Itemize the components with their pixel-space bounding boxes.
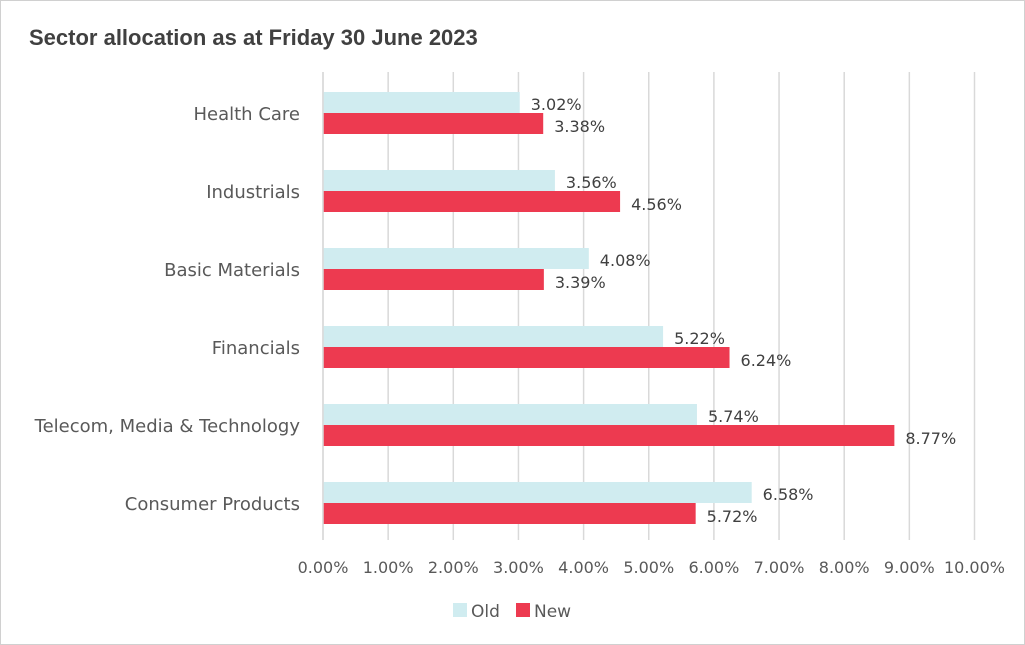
data-label-old: 4.08% <box>600 251 651 270</box>
category-label: Financials <box>212 338 300 359</box>
bar-new <box>323 191 621 212</box>
data-label-old: 5.74% <box>708 407 759 426</box>
x-tick-label: 2.00% <box>428 558 479 577</box>
data-label-old: 3.02% <box>531 95 582 114</box>
category-label: Industrials <box>206 182 300 203</box>
x-tick-label: 7.00% <box>754 558 805 577</box>
category-label: Health Care <box>193 104 300 125</box>
x-tick-label: 3.00% <box>493 558 544 577</box>
data-label-old: 6.58% <box>763 485 814 504</box>
legend-label-new: New <box>534 602 571 622</box>
gridlines <box>322 72 976 540</box>
legend: Old New <box>453 602 571 622</box>
category-label: Telecom, Media & Technology <box>34 416 301 437</box>
bar-old <box>323 404 697 425</box>
data-label-new: 5.72% <box>707 507 758 526</box>
legend-swatch-old <box>453 603 467 617</box>
data-label-new: 4.56% <box>631 195 682 214</box>
bar-old <box>323 326 664 347</box>
bar-old <box>323 92 520 113</box>
legend-swatch-new <box>516 603 530 617</box>
x-tick-label: 4.00% <box>558 558 609 577</box>
x-tick-label: 0.00% <box>298 558 349 577</box>
chart-title: Sector allocation as at Friday 30 June 2… <box>29 25 478 50</box>
data-label-new: 6.24% <box>741 351 792 370</box>
x-tick-label: 10.00% <box>944 558 1005 577</box>
bar-old <box>323 248 589 269</box>
x-tick-label: 8.00% <box>819 558 870 577</box>
category-label: Consumer Products <box>125 494 300 515</box>
data-label-new: 3.38% <box>554 117 605 136</box>
x-axis-ticks: 0.00% 1.00% 2.00% 3.00% 4.00% 5.00% 6.00% 7.00%… <box>298 558 1005 577</box>
category-label: Basic Materials <box>164 260 300 281</box>
data-label-old: 3.56% <box>566 173 617 192</box>
bar-new <box>323 503 696 524</box>
x-tick-label: 6.00% <box>688 558 739 577</box>
data-label-old: 5.22% <box>674 329 725 348</box>
data-label-new: 8.77% <box>905 429 956 448</box>
bar-old <box>323 482 752 503</box>
bar-old <box>323 170 555 191</box>
bar-new <box>323 425 895 446</box>
bar-new <box>323 269 544 290</box>
x-tick-label: 1.00% <box>363 558 414 577</box>
legend-label-old: Old <box>471 602 500 622</box>
data-label-new: 3.39% <box>555 273 606 292</box>
x-tick-label: 5.00% <box>623 558 674 577</box>
bar-new <box>323 113 544 134</box>
bar-new <box>323 347 730 368</box>
x-tick-label: 9.00% <box>884 558 935 577</box>
